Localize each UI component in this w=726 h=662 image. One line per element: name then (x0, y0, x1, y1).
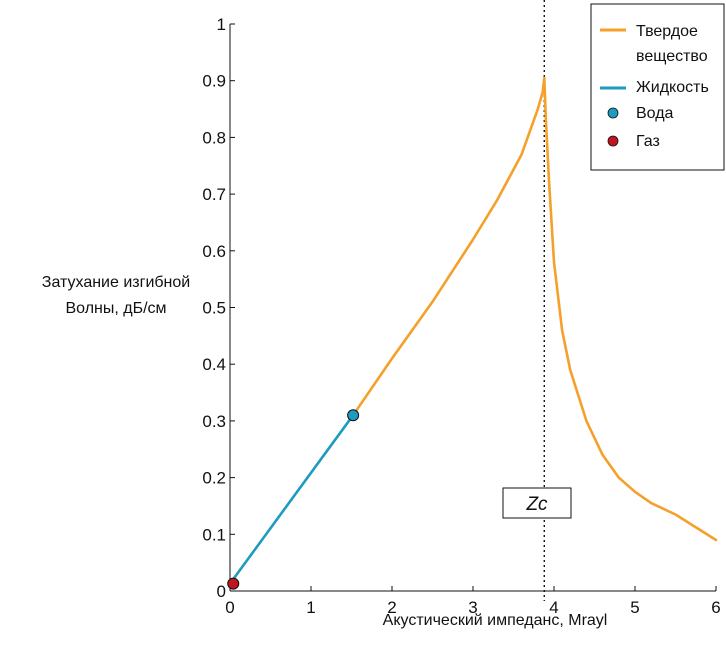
y-tick-label: 0.3 (202, 412, 226, 431)
legend-label-solid-line-1: Твердое (636, 23, 698, 40)
x-tick-label: 0 (225, 598, 234, 617)
legend-marker-gas (607, 135, 619, 147)
y-tick-label: 0.4 (202, 355, 226, 374)
ticks-layer: 0 1 2 3 4 5 6 0 0.1 0.2 0.3 0.4 0.5 0.6 0.7 0.8 0.9 1 (202, 15, 720, 617)
zc-annotation: Zc (502, 487, 572, 519)
zc-box (502, 487, 572, 519)
legend-marker-water (607, 107, 619, 119)
y-tick-label: 0.9 (202, 72, 226, 91)
y-tick-label: 0.6 (202, 242, 226, 261)
data-point (347, 409, 360, 422)
legend-label-water: Вода (636, 105, 674, 122)
x-tick-label: 1 (306, 598, 315, 617)
y-tick-label: 0.7 (202, 185, 226, 204)
x-tick-label: 2 (387, 598, 396, 617)
y-tick-label: 0.1 (202, 525, 226, 544)
y-tick-label: 0.8 (202, 128, 226, 147)
series-line (228, 413, 355, 585)
legend-label-gas: Газ (636, 133, 660, 150)
marker-layer (227, 409, 360, 590)
y-tick-label: 0.5 (202, 299, 226, 318)
y-tick-label: 0.2 (202, 469, 226, 488)
x-tick-label: 5 (630, 598, 639, 617)
y-tick-label: 0 (217, 582, 226, 601)
zc-label: Zc (525, 494, 548, 515)
y-axis-title-line-2: Волны, дБ/см (65, 300, 166, 317)
legend: Твердое вещество Жидкость Вода Газ (590, 3, 725, 171)
series-line (351, 76, 718, 542)
x-axis-title: Акустический импеданс, Mrayl (383, 612, 608, 629)
y-axis-title-line-1: Затухание изгибной (42, 274, 190, 291)
x-tick-label: 3 (468, 598, 477, 617)
legend-label-liquid: Жидкость (636, 79, 709, 96)
y-tick-label: 1 (217, 15, 226, 34)
data-point (227, 577, 240, 590)
legend-label-solid-line-2: вещество (636, 48, 708, 65)
x-tick-label: 4 (549, 598, 558, 617)
series-layer (228, 76, 718, 585)
x-tick-label: 6 (711, 598, 720, 617)
